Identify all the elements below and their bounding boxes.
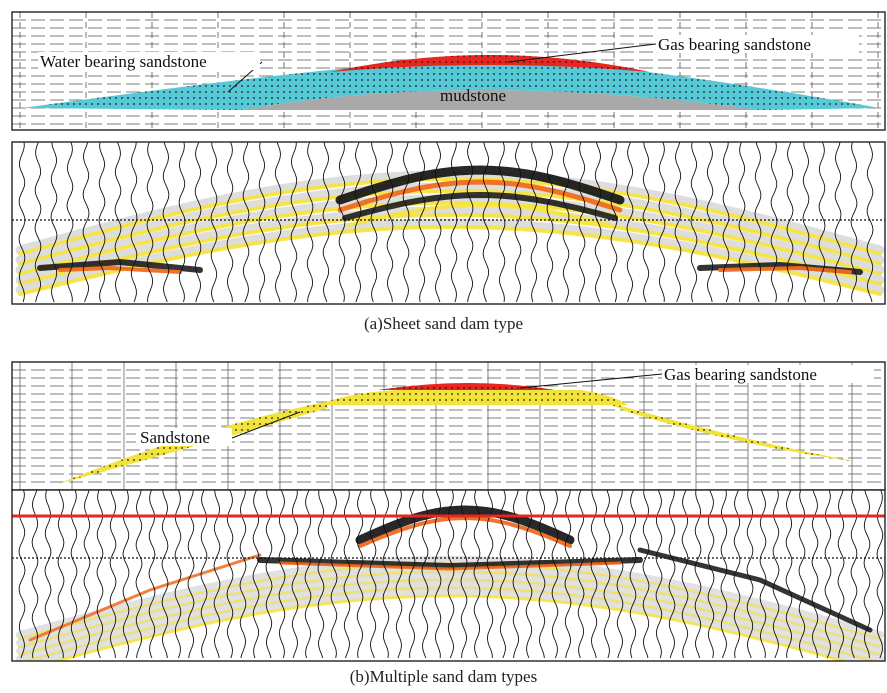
panel-a-diagram: Water bearing sandstone Gas bearing sand… — [11, 11, 886, 305]
seismic-section-b — [12, 490, 885, 661]
label-sandstone: Sandstone — [140, 428, 210, 447]
label-gas-bearing-sandstone-b: Gas bearing sandstone — [664, 365, 817, 384]
seismic-section-a — [12, 142, 885, 304]
caption-panel-a: (a)Sheet sand dam type — [363, 314, 524, 333]
label-water-bearing-sandstone: Water bearing sandstone — [40, 52, 207, 71]
label-gas-bearing-sandstone-a: Gas bearing sandstone — [658, 35, 811, 54]
mudstone-layer — [240, 90, 760, 110]
caption-panel-b: (b)Multiple sand dam types — [349, 667, 538, 686]
label-mudstone: mudstone — [440, 86, 506, 105]
panel-b-diagram: Gas bearing sandstone Sandstone — [11, 361, 886, 662]
geologic-model-b — [12, 362, 885, 490]
geologic-model-a — [12, 12, 885, 130]
